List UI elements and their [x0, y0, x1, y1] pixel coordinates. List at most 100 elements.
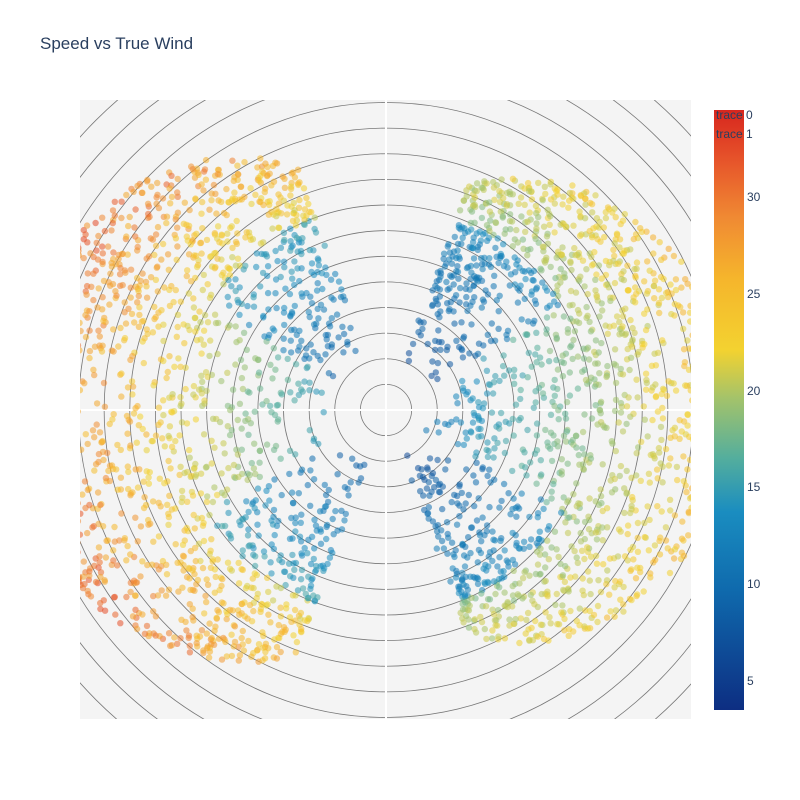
legend-item-trace-1[interactable]: trace 1	[716, 127, 753, 141]
scatter-point	[54, 401, 60, 407]
scatter-point	[132, 514, 139, 521]
scatter-point	[149, 437, 156, 445]
scatter-point	[533, 284, 541, 291]
scatter-point	[147, 520, 154, 527]
scatter-point	[432, 476, 440, 484]
scatter-point	[473, 262, 480, 269]
scatter-point	[510, 373, 518, 380]
scatter-point	[62, 392, 68, 398]
scatter-point	[294, 166, 302, 173]
scatter-point	[699, 308, 705, 314]
scatter-point	[80, 558, 88, 565]
scatter-point	[166, 394, 173, 401]
scatter-point	[434, 359, 442, 367]
legend-item-trace-0[interactable]: trace 0	[716, 108, 753, 122]
scatter-point	[599, 507, 606, 515]
scatter-point	[496, 425, 503, 432]
scatter-point	[700, 447, 706, 453]
scatter-point	[479, 296, 487, 303]
scatter-point	[214, 170, 222, 178]
scatter-point	[565, 632, 572, 639]
scatter-point	[306, 379, 313, 386]
scatter-point	[464, 307, 471, 315]
scatter-point	[542, 564, 549, 571]
scatter-point	[29, 352, 35, 358]
scatter-point	[277, 552, 284, 559]
scatter-point	[121, 267, 129, 274]
scatter-point	[659, 479, 666, 486]
scatter-point	[137, 277, 144, 285]
scatter-point	[704, 457, 710, 463]
scatter-point	[533, 539, 540, 547]
scatter-point	[270, 506, 278, 514]
scatter-point	[310, 349, 317, 356]
scatter-point	[151, 303, 158, 311]
scatter-point	[277, 648, 284, 656]
scatter-point	[163, 561, 170, 568]
scatter-point	[49, 507, 55, 513]
scatter-point	[292, 528, 299, 535]
scatter-point	[604, 567, 611, 574]
scatter-point	[554, 385, 561, 393]
scatter-point	[676, 417, 683, 424]
scatter-point	[547, 263, 554, 271]
scatter-point	[607, 608, 614, 615]
scatter-point	[435, 533, 442, 540]
scatter-point	[289, 217, 297, 225]
scatter-point	[641, 278, 648, 285]
scatter-point	[460, 506, 467, 513]
scatter-point	[591, 376, 598, 383]
scatter-point	[40, 533, 46, 539]
scatter-point	[434, 522, 442, 529]
scatter-point	[454, 440, 462, 448]
scatter-point	[454, 400, 461, 407]
scatter-point	[579, 445, 586, 452]
scatter-point	[70, 449, 76, 455]
scatter-point	[279, 173, 286, 180]
scatter-point	[59, 533, 65, 539]
scatter-point	[611, 407, 619, 415]
scatter-point	[131, 319, 138, 326]
scatter-point	[652, 556, 659, 563]
scatter-point	[559, 244, 566, 251]
scatter-point	[452, 292, 460, 299]
scatter-point	[522, 228, 529, 235]
scatter-point	[486, 199, 493, 206]
scatter-point	[626, 366, 633, 374]
scatter-point	[208, 253, 215, 260]
scatter-point	[347, 324, 354, 332]
scatter-point	[553, 254, 560, 261]
scatter-point	[298, 337, 305, 344]
scatter-point	[42, 329, 48, 335]
scatter-point	[623, 403, 631, 410]
scatter-point	[429, 358, 436, 365]
scatter-point	[64, 497, 70, 503]
scatter-point	[496, 554, 503, 561]
scatter-point	[201, 400, 208, 407]
scatter-point	[476, 529, 483, 536]
scatter-point	[229, 157, 236, 164]
scatter-point	[264, 289, 272, 297]
scatter-point	[64, 415, 70, 421]
scatter-point	[62, 287, 68, 293]
scatter-point	[23, 434, 29, 440]
scatter-point	[486, 503, 493, 511]
scatter-point	[99, 306, 106, 313]
scatter-point	[522, 275, 529, 283]
scatter-point	[664, 288, 672, 296]
scatter-point	[307, 467, 314, 474]
scatter-point	[642, 370, 650, 377]
scatter-point	[250, 584, 257, 592]
scatter-point	[165, 432, 172, 440]
scatter-point	[178, 400, 185, 407]
scatter-point	[492, 372, 499, 380]
scatter-point	[559, 572, 567, 579]
scatter-point	[487, 217, 494, 224]
scatter-point	[559, 201, 566, 208]
scatter-point	[139, 558, 146, 565]
scatter-point	[504, 327, 512, 334]
scatter-point	[510, 567, 517, 574]
scatter-point	[251, 562, 259, 570]
scatter-point	[124, 542, 131, 550]
